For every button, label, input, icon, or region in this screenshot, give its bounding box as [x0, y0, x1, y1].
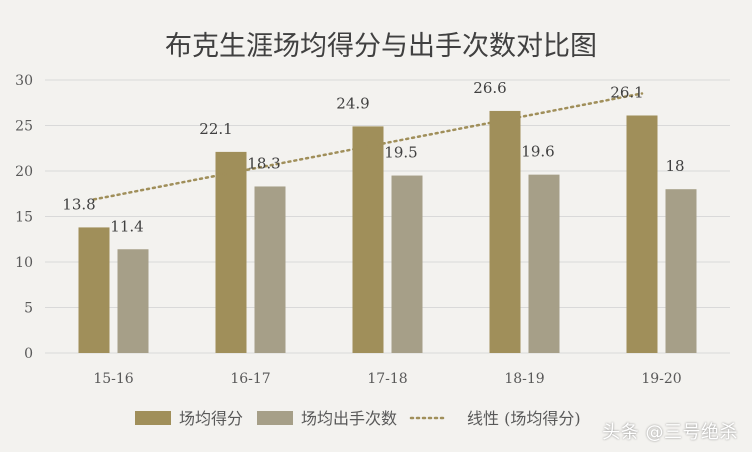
bar	[391, 175, 423, 353]
legend: 场均得分 场均出手次数 线性 (场均得分)	[135, 409, 581, 428]
bar	[78, 227, 110, 353]
legend-label: 线性 (场均得分)	[467, 409, 581, 428]
data-label: 19.6	[521, 143, 554, 161]
y-tick-label: 20	[15, 164, 33, 180]
x-tick-label: 17-18	[367, 371, 407, 387]
y-tick-label: 15	[15, 210, 33, 226]
bar	[215, 151, 247, 353]
data-label: 18	[665, 157, 684, 175]
bar	[254, 186, 286, 353]
chart-title: 布克生涯场均得分与出手次数对比图	[165, 31, 597, 62]
legend-label: 场均出手次数	[301, 409, 397, 428]
y-tick-label: 25	[15, 119, 33, 135]
x-tick-label: 15-16	[93, 371, 133, 387]
data-label: 11.4	[110, 217, 143, 235]
data-label: 19.5	[384, 144, 417, 162]
gridlines	[45, 79, 730, 354]
legend-swatch	[257, 411, 293, 425]
watermark: 头条 @三号绝杀	[602, 422, 738, 443]
data-label: 24.9	[336, 94, 369, 112]
x-tick-label: 18-19	[504, 371, 544, 387]
trendline	[92, 92, 644, 201]
legend-swatch	[135, 411, 171, 425]
y-tick-label: 0	[24, 346, 33, 362]
data-labels: 13.8 11.4 22.1 18.3 24.9 19.5 26.6 19.6 26.1 18	[62, 79, 684, 235]
x-axis: 15-16 16-17 17-18 18-19 19-20	[93, 371, 681, 387]
data-label: 26.6	[473, 79, 506, 97]
data-label: 26.1	[610, 83, 643, 101]
x-tick-label: 19-20	[641, 371, 681, 387]
y-tick-label: 10	[15, 255, 33, 271]
y-axis: 0 5 10 15 20 25 30	[15, 73, 33, 362]
y-tick-label: 30	[15, 73, 33, 89]
bars	[78, 110, 697, 354]
trendline-layer	[92, 92, 644, 201]
bar	[117, 249, 149, 353]
bar	[352, 126, 384, 353]
legend-label: 场均得分	[179, 409, 243, 428]
bar	[665, 189, 697, 353]
data-label: 22.1	[199, 120, 232, 138]
bar	[528, 174, 560, 353]
data-label: 18.3	[247, 154, 280, 172]
data-label: 13.8	[62, 195, 95, 213]
x-tick-label: 16-17	[230, 371, 270, 387]
bar	[626, 115, 658, 354]
bar	[489, 110, 521, 353]
y-tick-label: 5	[24, 301, 33, 317]
